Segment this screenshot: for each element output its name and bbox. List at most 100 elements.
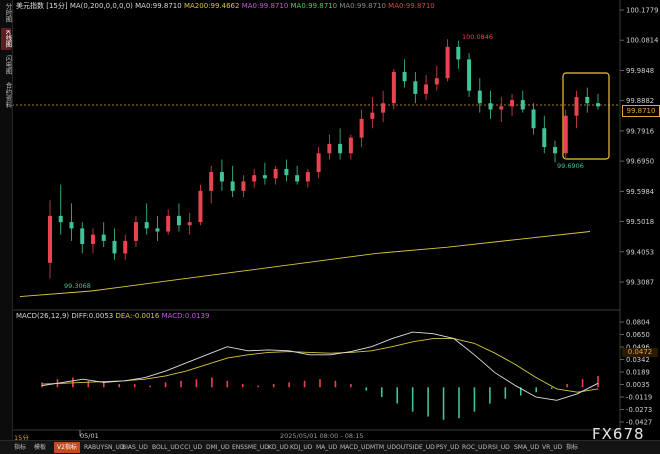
candle-body [155, 228, 160, 232]
candle-body [252, 175, 257, 182]
candle-body [445, 46, 450, 79]
instrument-title: 美元指数 [15分] [16, 2, 68, 10]
indicator-tab-more[interactable]: 指标 [566, 444, 579, 451]
ma-extra-3: MA0:99.8710 [339, 2, 386, 10]
chart-canvas[interactable]: 100.1779 100.0814 99.9848 99.8882 99.7916 99.… [0, 0, 660, 440]
macd-tick-label: -0.0427 [626, 419, 652, 427]
candle-body [370, 112, 375, 119]
candle-body [348, 137, 353, 154]
indicator-tab-psy[interactable]: PSY_UD [436, 444, 460, 451]
candle-body [123, 240, 128, 254]
candle-body [510, 100, 515, 107]
candle-body [144, 222, 149, 229]
candle-body [434, 78, 439, 85]
indicator-tab-bias[interactable]: BIAS_UD [122, 444, 148, 451]
candle-body [58, 215, 63, 223]
indicator-tab-kdj[interactable]: KDJ_UD [290, 444, 313, 451]
candlestick-series [48, 39, 600, 279]
ma200-line [19, 231, 591, 298]
watermark-logo: FX678 [592, 425, 645, 443]
indicator-tab-dmi[interactable]: DMI_UD [206, 444, 230, 451]
candle-body [596, 103, 600, 107]
current-price-label: 99.8710 [622, 105, 660, 117]
candle-body [391, 71, 396, 104]
indicator-tab-roc[interactable]: ROC_UD [462, 444, 488, 451]
indicator-tab-outside[interactable]: OUTSIDE_UD [396, 444, 435, 451]
macd-diff: DIFF:0.0053 [71, 312, 114, 320]
candle-body [48, 215, 52, 263]
price-tick-label: 99.3087 [626, 279, 654, 287]
price-axis-ticks: 100.1779 100.0814 99.9848 99.8882 99.7916 99.… [620, 7, 658, 287]
indicator-tab-kd[interactable]: KD_UD [268, 444, 289, 451]
candle-body [488, 103, 493, 110]
candle-body [133, 222, 138, 241]
candle-body [187, 222, 192, 226]
ma-extra-2: MA0:99.8710 [290, 2, 338, 10]
candle-body [467, 59, 472, 91]
side-tab-timeshare[interactable]: 分时图 [4, 3, 12, 23]
indicator-tab-rsi[interactable]: RSI_UD [488, 444, 510, 451]
indicator-tab-enssme[interactable]: ENSSME_UD [232, 444, 269, 451]
candle-body [531, 109, 536, 129]
candle-body [69, 222, 74, 229]
candle-body [284, 168, 289, 176]
macd-current-label: 0.0472 [622, 348, 658, 357]
side-tab-contract[interactable]: 合约资料 [4, 82, 12, 108]
price-tick-label: 99.6950 [626, 158, 654, 166]
candle-body [241, 181, 246, 191]
candle-body [402, 71, 407, 82]
side-tab-kline[interactable]: K线图 [1, 28, 12, 50]
price-tick-label: 100.0814 [626, 37, 658, 45]
time-range-label: 2025/05/01 08:00 - 08:15 [280, 432, 364, 440]
indicator-tab-vr[interactable]: VR_UD [542, 444, 563, 451]
macd-tick-label: 0.0650 [626, 331, 650, 339]
candle-body [456, 46, 461, 60]
ma-value: MA0:99.8710 [135, 2, 182, 10]
bottom-tab-indicator[interactable]: 指标 [14, 444, 27, 451]
indicator-tab-mtm[interactable]: MTM_UD [370, 444, 397, 451]
date-label: 05/01 [80, 432, 99, 440]
candle-body [112, 240, 117, 254]
indicator-tab-rabuysn[interactable]: RABUYSN_UD [84, 444, 125, 451]
indicator-tab-cci[interactable]: CCI_UD [180, 444, 203, 451]
indicator-tab-v2[interactable]: V2指标 [54, 442, 80, 453]
macd-label: MACD(26,12,9) [16, 312, 70, 320]
candle-body [563, 115, 568, 154]
macd-header: MACD(26,12,9) DIFF:0.0053 DEA:-0.0016 MA… [16, 312, 209, 320]
candle-body [230, 181, 235, 191]
candle-body [305, 172, 310, 182]
ma-extra-1: MA0:99.8710 [241, 2, 289, 10]
bottom-tab-template[interactable]: 模板 [34, 444, 47, 451]
candle-body [262, 175, 267, 179]
ma-extra-4: MA0:99.8710 [388, 2, 435, 10]
macd-dea-line [41, 338, 599, 393]
indicator-tab-sma[interactable]: SMA_UD [514, 444, 540, 451]
candle-body [338, 143, 343, 154]
indicator-tab-macd[interactable]: MACD_UD [340, 444, 370, 451]
price-tick-label: 100.1779 [626, 7, 658, 15]
price-tick-label: 99.5984 [626, 188, 654, 196]
ma-params: MA(0,200,0,0,0,0) [69, 2, 133, 10]
candle-body [80, 228, 85, 245]
period-label[interactable]: 15分 [14, 434, 29, 442]
side-tab-flash[interactable]: 闪电图 [4, 55, 12, 75]
indicator-tab-boll[interactable]: BOLL_UD [152, 444, 180, 451]
price-tick-label: 99.4053 [626, 248, 654, 256]
candle-body [295, 175, 300, 182]
candle-body [499, 106, 504, 110]
price-tick-label: 99.5018 [626, 218, 654, 226]
macd-tick-label: -0.0273 [626, 406, 652, 414]
candle-body [359, 118, 364, 138]
price-tick-label: 99.7916 [626, 127, 654, 135]
indicator-tab-bar: 指标 模板 V2指标 RABUYSN_UD BIAS_UD BOLL_UD CC… [0, 440, 660, 454]
candle-body [424, 84, 429, 94]
ma200-value: MA200:99.4662 [183, 2, 240, 10]
indicator-tab-ma[interactable]: MA_UD [316, 444, 338, 451]
price-tick-label: 99.9848 [626, 67, 654, 75]
candle-body [585, 96, 590, 104]
candle-body [101, 234, 106, 241]
macd-dea: DEA:-0.0016 [115, 312, 160, 320]
candle-body [316, 153, 321, 173]
ma200-polyline [19, 231, 591, 298]
candle-body [327, 143, 332, 154]
